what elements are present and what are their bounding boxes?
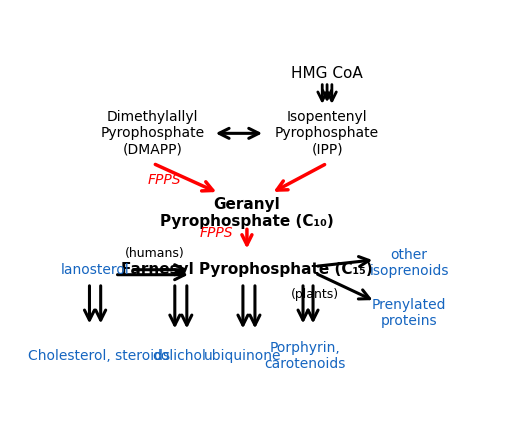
Text: ubiquinone: ubiquinone — [204, 349, 282, 363]
Text: lanosterol: lanosterol — [60, 263, 129, 277]
Text: Porphyrin,
carotenoids: Porphyrin, carotenoids — [264, 341, 346, 372]
Text: FPPS: FPPS — [148, 173, 181, 187]
Text: Dimethylallyl
Pyrophosphate
(DMAPP): Dimethylallyl Pyrophosphate (DMAPP) — [101, 110, 205, 156]
Text: Farnesyl Pyrophosphate (C₁₅): Farnesyl Pyrophosphate (C₁₅) — [121, 262, 373, 277]
Text: Isopentenyl
Pyrophosphate
(IPP): Isopentenyl Pyrophosphate (IPP) — [275, 110, 379, 156]
Text: HMG CoA: HMG CoA — [291, 66, 363, 81]
Text: FPPS: FPPS — [200, 226, 233, 240]
Text: other
isoprenoids: other isoprenoids — [370, 248, 449, 278]
Text: Geranyl
Pyrophosphate (C₁₀): Geranyl Pyrophosphate (C₁₀) — [160, 197, 334, 229]
Text: dolichol: dolichol — [152, 349, 206, 363]
Text: Cholesterol, steroids: Cholesterol, steroids — [27, 349, 170, 363]
Text: (plants): (plants) — [291, 288, 339, 301]
Text: (humans): (humans) — [125, 247, 185, 260]
Text: Prenylated
proteins: Prenylated proteins — [372, 298, 447, 328]
